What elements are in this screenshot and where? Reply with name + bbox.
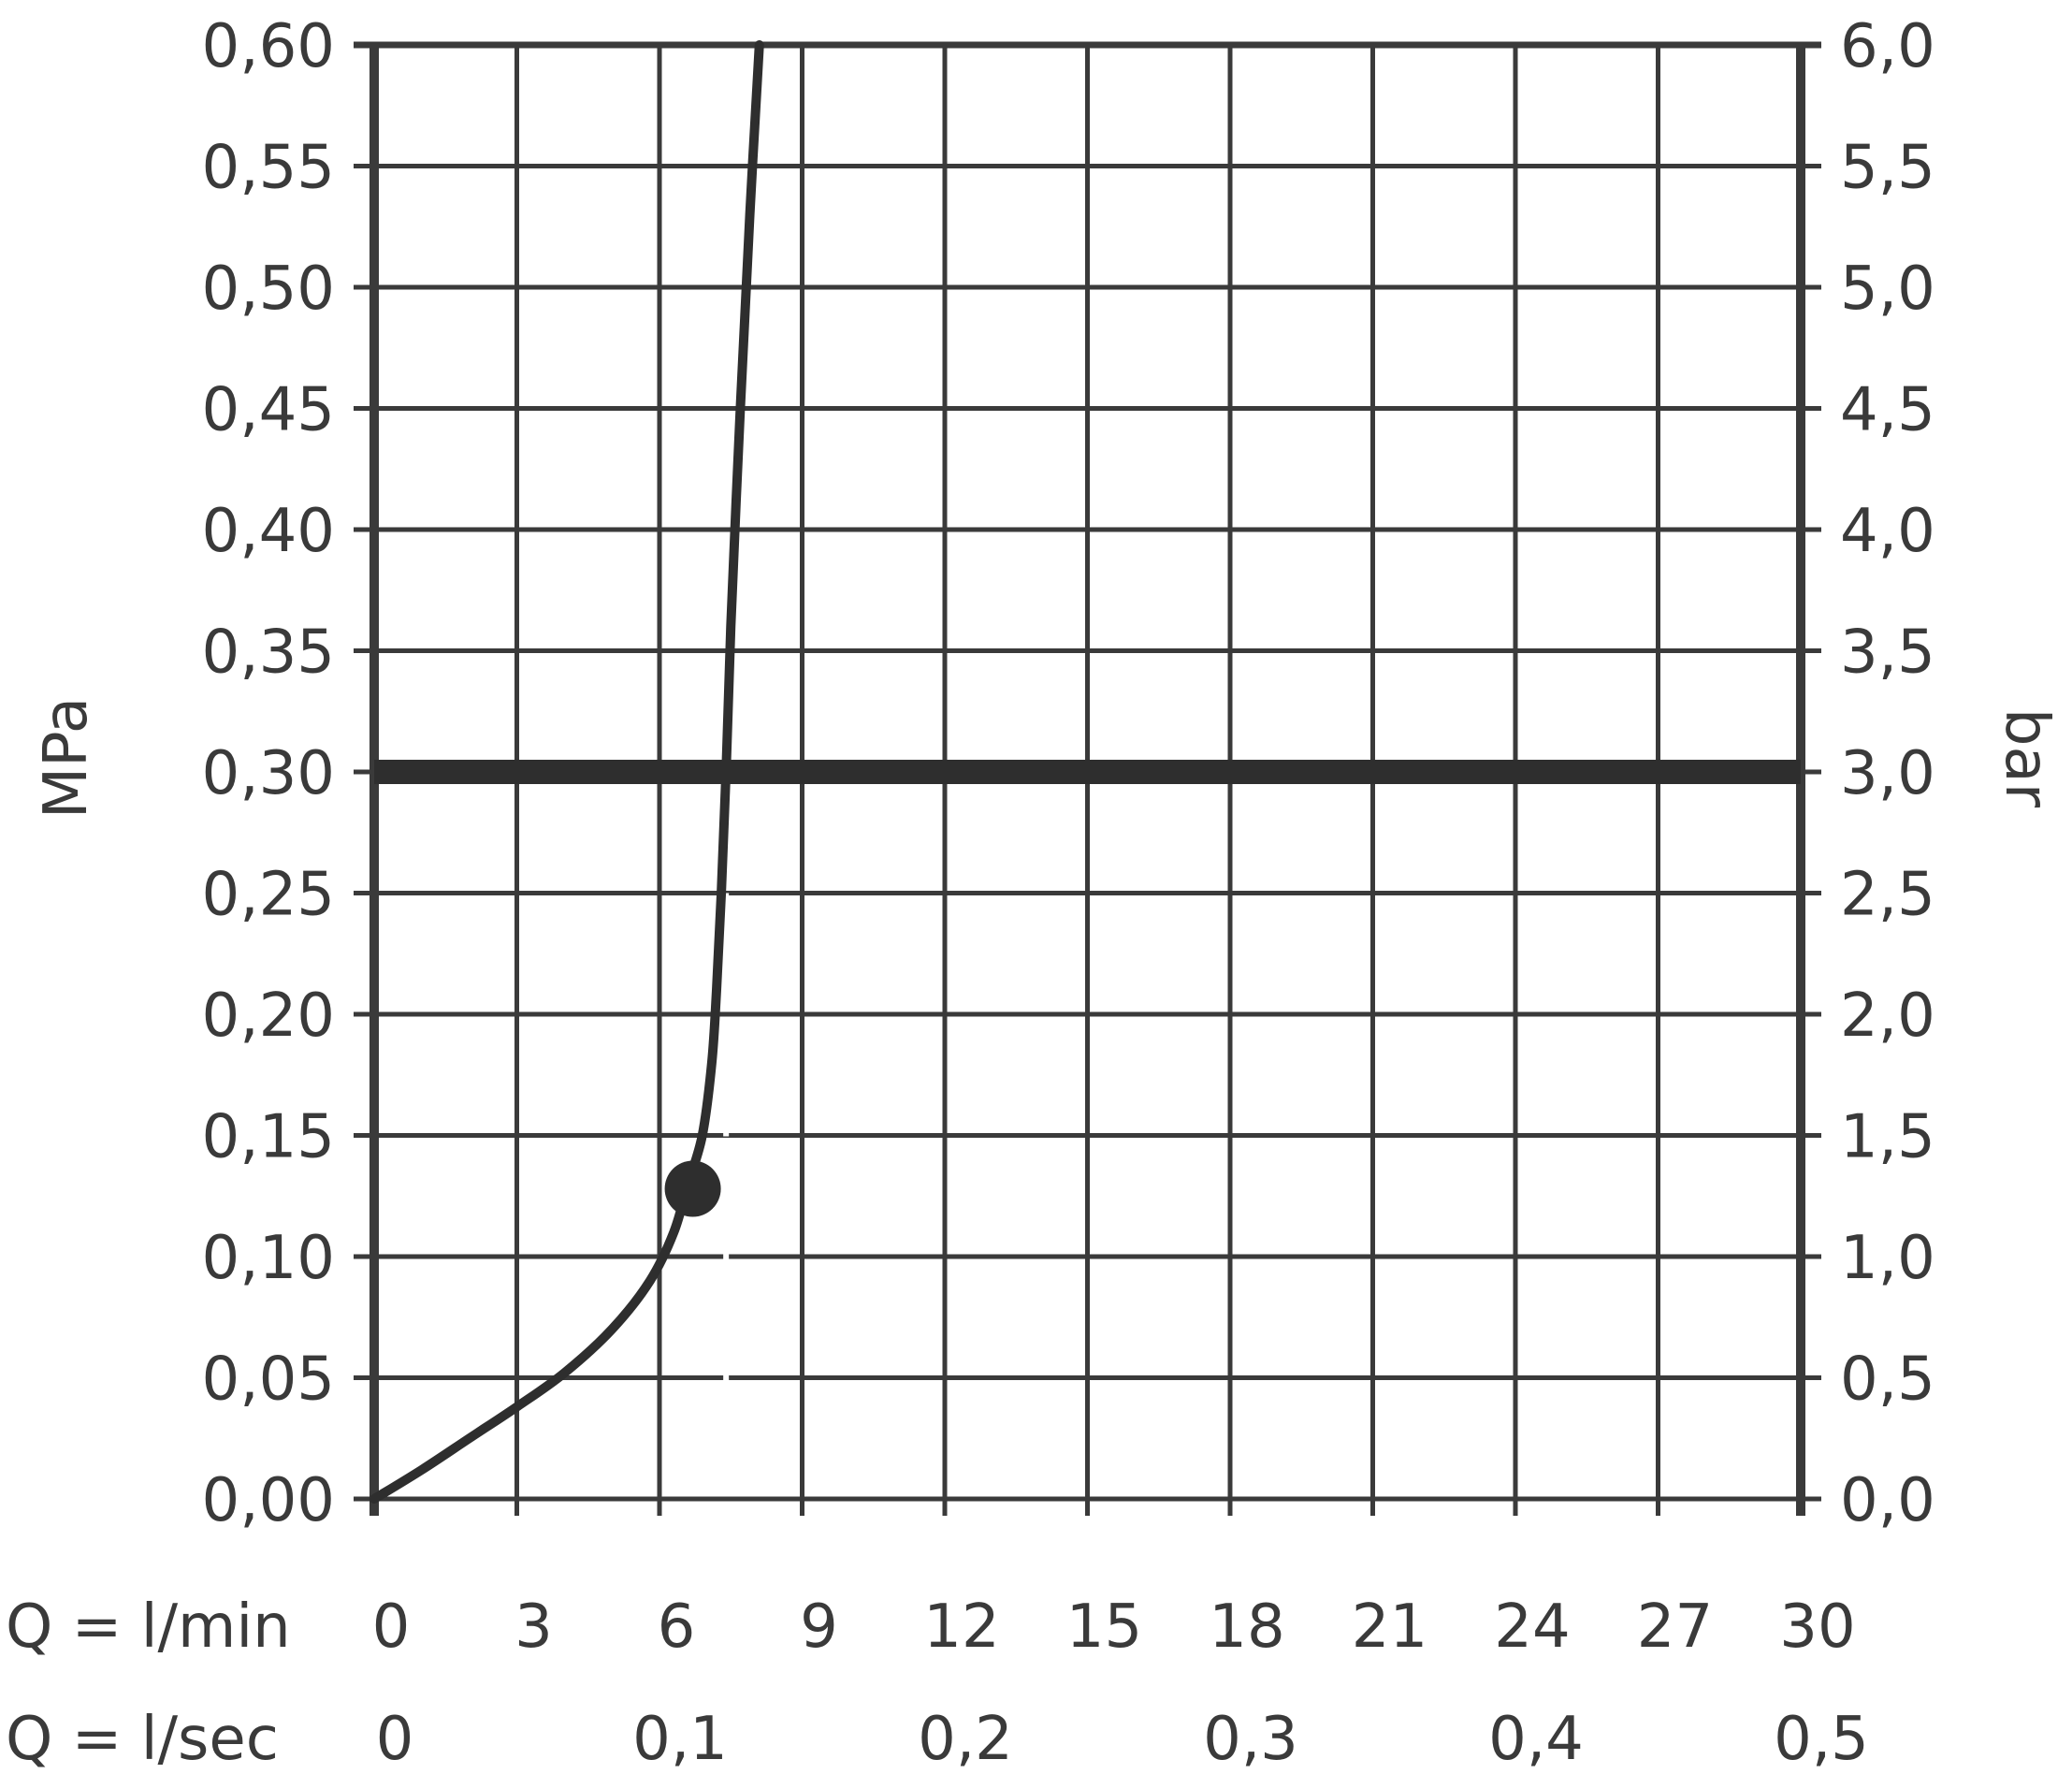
marker-point xyxy=(664,1160,721,1217)
y-left-tick-label: 0,30 xyxy=(202,739,336,808)
y-left-tick-label: 0,00 xyxy=(202,1466,336,1535)
x-primary-tick-label: 3 xyxy=(514,1592,553,1662)
x-primary-tick-label: 12 xyxy=(923,1592,999,1662)
y-left-tick-label: 0,20 xyxy=(202,982,336,1051)
x-primary-tick-label: 9 xyxy=(800,1592,838,1662)
x-primary-tick-label: 6 xyxy=(658,1592,696,1662)
x-primary-tick-label: 30 xyxy=(1779,1592,1855,1662)
x-secondary-tick-label: 0,4 xyxy=(1488,1705,1584,1774)
y-right-tick-label: 4,5 xyxy=(1840,376,1935,445)
y-right-tick-label: 6,0 xyxy=(1840,12,1935,81)
y-left-tick-label: 0,60 xyxy=(202,12,336,81)
x-primary-tick-label: 15 xyxy=(1066,1592,1142,1662)
y-left-axis-title: MPa xyxy=(32,697,101,819)
x-secondary-axis-label: Q = l/sec xyxy=(6,1705,279,1774)
y-right-tick-label: 0,0 xyxy=(1840,1466,1935,1535)
y-right-tick-label: 2,0 xyxy=(1840,982,1935,1051)
y-right-tick-label: 2,5 xyxy=(1840,861,1935,930)
y-right-tick-label: 4,0 xyxy=(1840,497,1935,566)
y-right-tick-label: 3,0 xyxy=(1840,739,1935,808)
x-primary-tick-label: 24 xyxy=(1494,1592,1570,1662)
y-left-tick-label: 0,55 xyxy=(202,134,336,203)
x-secondary-tick-label: 0,1 xyxy=(632,1705,728,1774)
x-primary-axis-label: Q = l/min xyxy=(6,1592,291,1662)
y-left-tick-label: 0,35 xyxy=(202,618,336,688)
x-secondary-tick-label: 0,5 xyxy=(1774,1705,1869,1774)
y-right-tick-label: 5,5 xyxy=(1840,134,1935,203)
flow-curve xyxy=(369,40,764,1504)
x-primary-tick-label: 21 xyxy=(1352,1592,1427,1662)
y-right-tick-label: 3,5 xyxy=(1840,618,1935,688)
y-right-tick-label: 1,0 xyxy=(1840,1224,1935,1293)
y-right-tick-label: 1,5 xyxy=(1840,1103,1935,1172)
y-left-tick-label: 0,15 xyxy=(202,1103,336,1172)
y-left-tick-label: 0,25 xyxy=(202,861,336,930)
x-secondary-tick-label: 0 xyxy=(376,1705,414,1774)
x-primary-tick-label: 27 xyxy=(1637,1592,1713,1662)
x-secondary-tick-label: 0,3 xyxy=(1203,1705,1298,1774)
y-left-tick-label: 0,05 xyxy=(202,1345,336,1415)
axis-labels: 0,000,050,100,150,200,250,300,350,400,45… xyxy=(6,12,2061,1774)
x-primary-tick-label: 0 xyxy=(372,1592,411,1662)
x-primary-tick-label: 18 xyxy=(1209,1592,1284,1662)
y-right-tick-label: 5,0 xyxy=(1840,254,1935,324)
y-right-axis-title: bar xyxy=(1992,708,2061,808)
grid xyxy=(354,41,1821,1516)
y-left-tick-label: 0,45 xyxy=(202,376,336,445)
y-left-tick-label: 0,40 xyxy=(202,497,336,566)
x-secondary-tick-label: 0,2 xyxy=(918,1705,1013,1774)
y-left-tick-label: 0,10 xyxy=(202,1224,336,1293)
y-right-tick-label: 0,5 xyxy=(1840,1345,1935,1415)
y-left-tick-label: 0,50 xyxy=(202,254,336,324)
plot-marks xyxy=(369,40,764,1504)
